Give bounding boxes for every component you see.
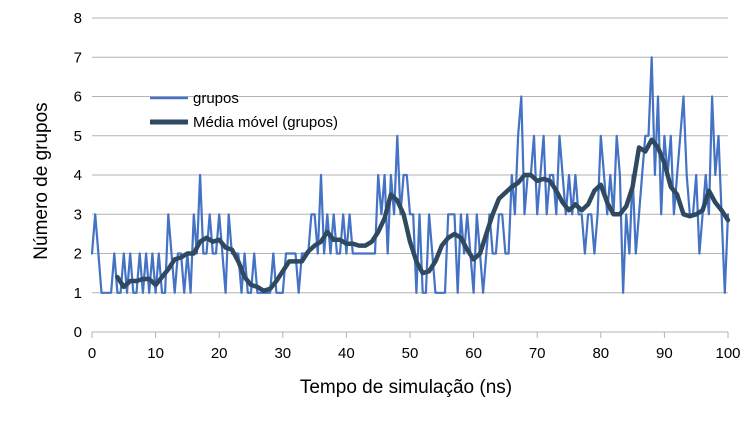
x-tick-label: 60 bbox=[465, 345, 482, 362]
y-tick-labels: 0 1 2 3 4 5 6 7 8 bbox=[74, 10, 82, 341]
x-tick-label: 40 bbox=[338, 345, 355, 362]
y-tick-label: 5 bbox=[74, 128, 82, 145]
series-lines bbox=[90, 56, 731, 294]
x-tick-label: 80 bbox=[592, 345, 609, 362]
legend-label-grupos: grupos bbox=[193, 90, 239, 107]
x-tick-label: 10 bbox=[147, 345, 164, 362]
x-tick-label: 50 bbox=[402, 345, 419, 362]
x-tick-label: 30 bbox=[274, 345, 291, 362]
legend: grupos Média móvel (grupos) bbox=[150, 90, 338, 131]
legend-label-media-movel: Média móvel (grupos) bbox=[193, 114, 338, 131]
series-line-media-movel bbox=[115, 137, 731, 294]
y-tick-label: 6 bbox=[74, 89, 82, 106]
y-tick-label: 2 bbox=[74, 246, 82, 263]
x-tick-label: 90 bbox=[656, 345, 673, 362]
y-tick-label: 8 bbox=[74, 10, 82, 27]
y-tick-label: 3 bbox=[74, 206, 82, 223]
x-tick-label: 20 bbox=[211, 345, 228, 362]
x-axis-title: Tempo de simulação (ns) bbox=[300, 377, 512, 398]
x-tick-label: 0 bbox=[88, 345, 96, 362]
x-tick-label: 100 bbox=[715, 345, 740, 362]
y-tick-label: 4 bbox=[74, 167, 82, 184]
x-tick-label: 70 bbox=[529, 345, 546, 362]
y-axis-title: Número de grupos bbox=[31, 102, 52, 259]
series-line-grupos bbox=[90, 56, 730, 294]
y-tick-label: 1 bbox=[74, 285, 82, 302]
x-tick-labels: 0 10 20 30 40 50 60 70 80 90 100 bbox=[88, 332, 741, 362]
y-tick-label: 0 bbox=[74, 324, 82, 341]
y-tick-label: 7 bbox=[74, 49, 82, 66]
